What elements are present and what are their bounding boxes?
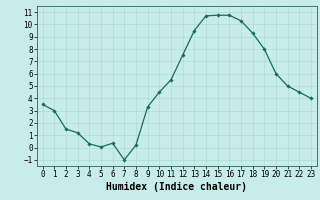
X-axis label: Humidex (Indice chaleur): Humidex (Indice chaleur): [106, 182, 247, 192]
